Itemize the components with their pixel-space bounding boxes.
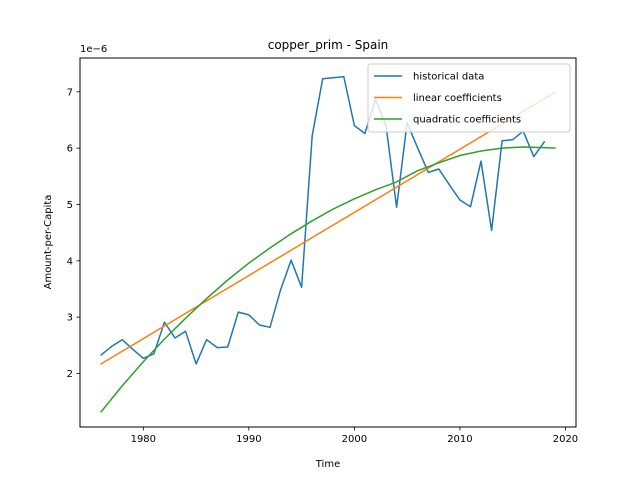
y-axis-label: Amount-per-Capita: [43, 195, 54, 290]
y-tick-label: 6: [67, 144, 73, 155]
y-tick-label: 3: [67, 313, 73, 324]
x-axis: 1980 1990 2000 2010 2020: [131, 427, 578, 445]
y-tick-label: 5: [67, 200, 73, 211]
plot-frame: [79, 57, 577, 428]
y-tick-label: 7: [67, 87, 73, 98]
series-layer: [100, 75, 556, 413]
x-tick-label: 2010: [447, 434, 472, 445]
y-offset-label: 1e−6: [80, 44, 107, 55]
legend: historical data linear coefficients quadra…: [367, 63, 571, 133]
chart-title: copper_prim - Spain: [268, 38, 389, 52]
legend-label-2: quadratic coefficients: [413, 115, 521, 126]
x-tick-label: 1990: [236, 434, 261, 445]
y-axis: 2 3 4 5 6 7: [67, 87, 80, 380]
series-line-1: [100, 91, 556, 365]
legend-label-1: linear coefficients: [413, 93, 502, 104]
legend-label-0: historical data: [413, 72, 484, 83]
series-line-2: [100, 146, 556, 413]
legend-box: [367, 63, 571, 133]
y-tick-label: 4: [67, 256, 73, 267]
series-line-0: [100, 75, 546, 365]
x-tick-label: 1980: [131, 434, 156, 445]
y-tick-label: 2: [67, 369, 73, 380]
x-axis-label: Time: [315, 459, 340, 470]
x-tick-label: 2020: [553, 434, 578, 445]
x-tick-label: 2000: [342, 434, 367, 445]
